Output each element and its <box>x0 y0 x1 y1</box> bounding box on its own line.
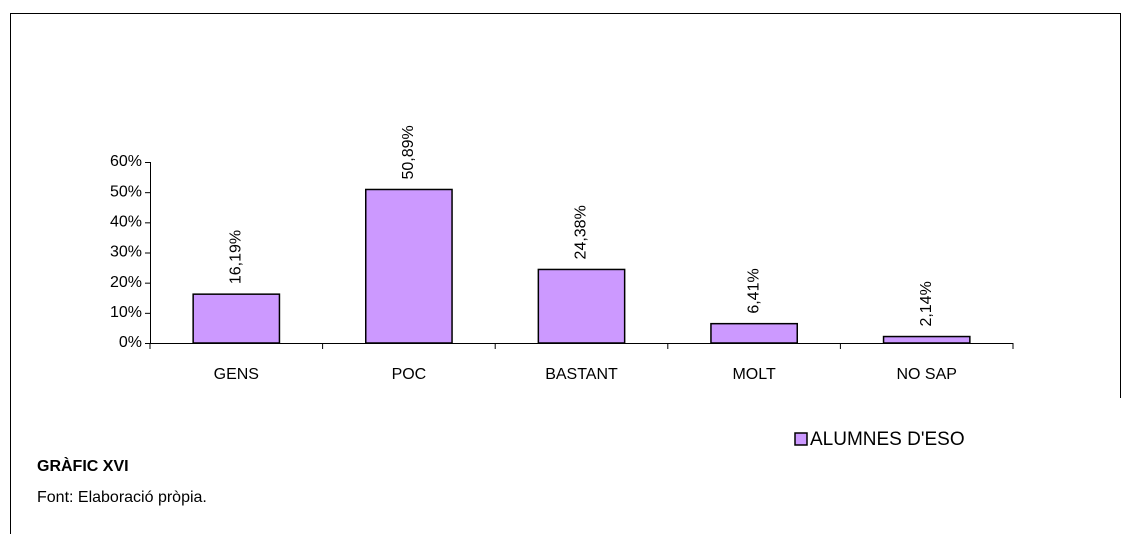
bar <box>537 268 626 344</box>
x-tick-label: BASTANT <box>545 366 618 383</box>
bar <box>882 335 971 344</box>
y-tick-label: 20% <box>110 274 142 291</box>
value-label: 16,19% <box>228 230 245 284</box>
x-tick-label: MOLT <box>732 366 775 383</box>
source: Font: Elaboració pròpia. <box>37 489 207 506</box>
y-tick-label: 60% <box>110 153 142 170</box>
bar <box>710 322 799 344</box>
caption: GRÀFIC XVI <box>37 456 129 475</box>
x-tick-label: GENS <box>214 366 259 383</box>
legend-swatch <box>794 432 808 446</box>
y-tick-label: 30% <box>110 244 142 261</box>
value-label: 6,41% <box>745 268 762 313</box>
bar <box>365 188 453 344</box>
y-tick-label: 50% <box>110 183 142 200</box>
x-tick-label: POC <box>392 366 427 383</box>
y-tick-label: 10% <box>110 304 142 321</box>
value-label: 24,38% <box>573 205 590 259</box>
bar <box>192 293 281 344</box>
y-tick-label: 0% <box>119 334 142 351</box>
y-tick-label: 40% <box>110 214 142 231</box>
value-label: 2,14% <box>918 281 935 326</box>
x-tick-label: NO SAP <box>896 366 956 383</box>
legend-label: ALUMNES D'ESO <box>810 429 965 450</box>
value-label: 50,89% <box>400 125 417 179</box>
